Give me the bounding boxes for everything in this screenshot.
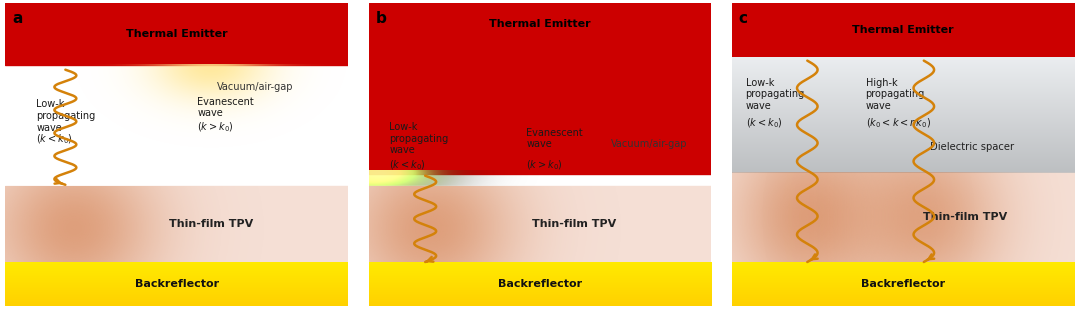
Bar (5, 3, 348, 65)
Text: $(k<k_0)$: $(k<k_0)$ (745, 116, 782, 130)
Text: Evanescent
wave: Evanescent wave (198, 97, 254, 118)
Bar (5, 186, 348, 262)
Text: Thin-film TPV: Thin-film TPV (532, 219, 617, 229)
Text: High-k
propagating
wave: High-k propagating wave (865, 78, 924, 111)
Text: Thin-film TPV: Thin-film TPV (922, 212, 1007, 222)
Text: $(k>k_0)$: $(k>k_0)$ (526, 158, 563, 172)
Text: Dielectric spacer: Dielectric spacer (930, 142, 1014, 152)
Bar (5, 65, 348, 186)
Text: Low-k
propagating
wave: Low-k propagating wave (745, 78, 805, 111)
Text: c: c (739, 11, 747, 26)
Text: $(k_0<k<nk_0)$: $(k_0<k<nk_0)$ (865, 116, 931, 130)
Bar (732, 173, 1075, 262)
Text: a: a (12, 11, 23, 26)
Text: Thermal Emitter: Thermal Emitter (126, 29, 228, 39)
Bar (368, 95, 712, 186)
Text: Evanescent
wave: Evanescent wave (526, 128, 583, 150)
Bar (368, 3, 712, 174)
Bar (368, 186, 712, 262)
Bar (732, 3, 1075, 57)
Text: $(k<k_0)$: $(k<k_0)$ (37, 133, 72, 146)
Text: Low-k
propagating
wave: Low-k propagating wave (389, 122, 448, 155)
Text: b: b (376, 11, 387, 26)
Text: Thin-film TPV: Thin-film TPV (168, 219, 253, 229)
Text: $(k>k_0)$: $(k>k_0)$ (198, 120, 234, 134)
Text: Backreflector: Backreflector (135, 279, 219, 289)
Text: Thermal Emitter: Thermal Emitter (489, 19, 591, 29)
Text: Vacuum/air-gap: Vacuum/air-gap (611, 139, 688, 149)
Text: Thermal Emitter: Thermal Emitter (852, 25, 954, 35)
Text: $(k<k_0)$: $(k<k_0)$ (389, 158, 426, 172)
Text: Backreflector: Backreflector (861, 279, 945, 289)
Text: Vacuum/air-gap: Vacuum/air-gap (217, 82, 294, 92)
Text: Low-k
propagating
wave: Low-k propagating wave (37, 99, 95, 133)
Text: Backreflector: Backreflector (498, 279, 582, 289)
